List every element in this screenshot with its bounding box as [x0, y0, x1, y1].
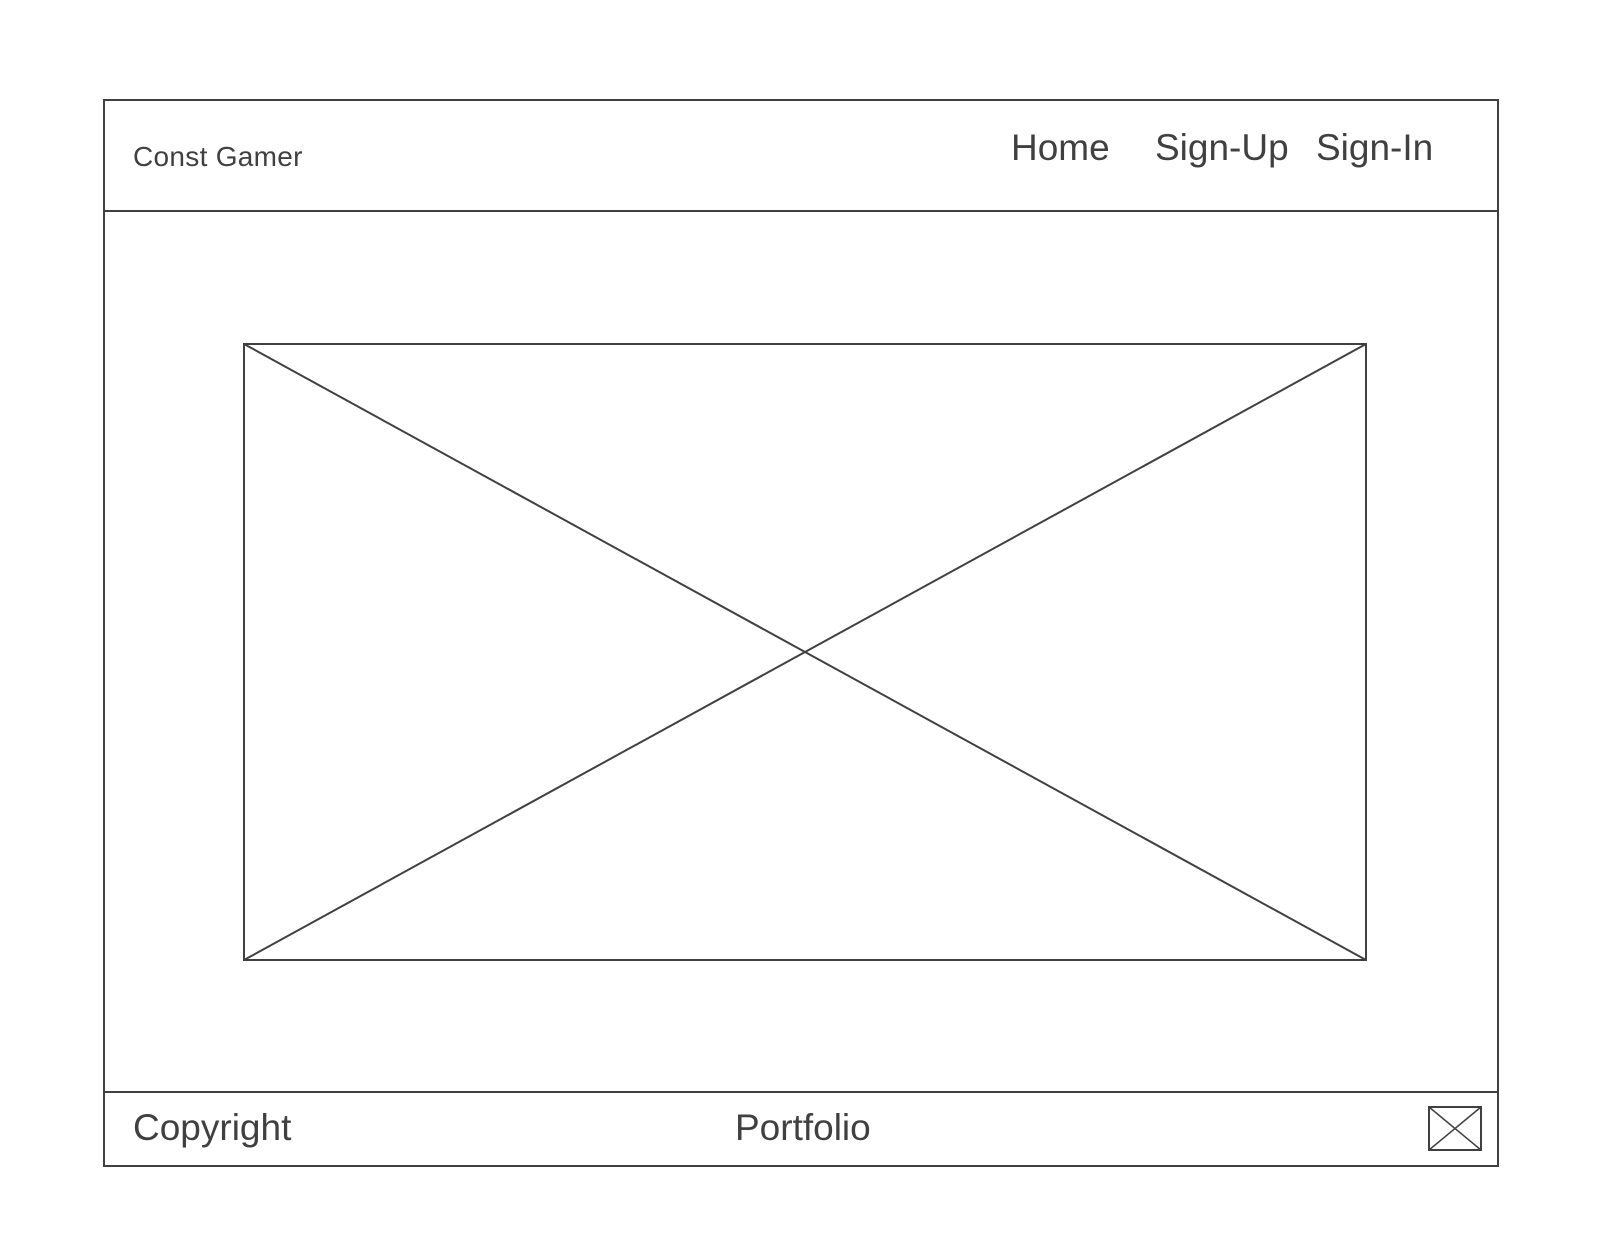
footer-image-icon[interactable] — [1428, 1106, 1482, 1151]
image-placeholder-icon — [243, 343, 1367, 961]
page-frame: Const Gamer Home Sign-Up Sign-In Copyrig… — [103, 99, 1499, 1167]
brand-logo-text[interactable]: Const Gamer — [133, 141, 303, 172]
footer: Copyright Portfolio — [105, 1091, 1497, 1165]
nav-link-sign-up[interactable]: Sign-Up — [1155, 127, 1289, 168]
header: Const Gamer Home Sign-Up Sign-In — [105, 101, 1497, 212]
hero-image-placeholder — [243, 343, 1367, 961]
footer-portfolio-link[interactable]: Portfolio — [735, 1107, 871, 1148]
nav-link-sign-in[interactable]: Sign-In — [1316, 127, 1434, 168]
nav-link-home[interactable]: Home — [1011, 127, 1110, 168]
image-placeholder-icon — [1428, 1106, 1482, 1151]
footer-copyright: Copyright — [133, 1107, 292, 1148]
